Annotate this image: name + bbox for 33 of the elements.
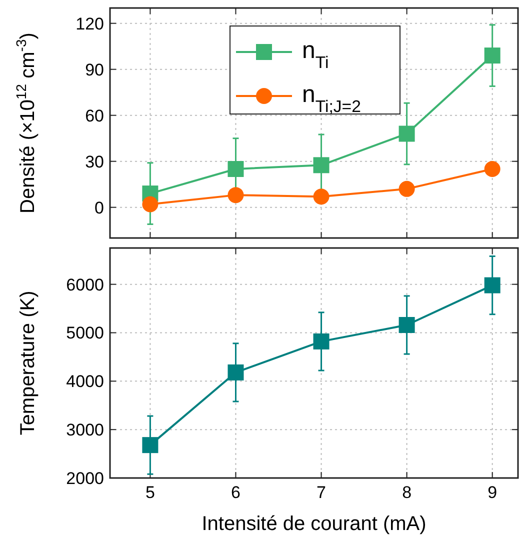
- y-tick-label: 0: [94, 198, 104, 218]
- point: [228, 161, 244, 177]
- y-tick-label: 4000: [66, 372, 104, 392]
- point: [398, 126, 415, 142]
- point: [313, 188, 330, 205]
- point: [484, 161, 500, 177]
- point: [142, 437, 158, 454]
- x-tick-label: 6: [231, 483, 240, 502]
- point: [484, 277, 500, 294]
- y-tick-label: 3000: [66, 420, 104, 440]
- point: [228, 187, 244, 204]
- point: [398, 316, 415, 333]
- legend-label: n$_{Ti;J=2}$: [302, 81, 361, 116]
- y-tick-label: 30: [85, 152, 104, 172]
- y-tick-label: 60: [85, 106, 104, 126]
- y-axis-title: Temperature (K): [17, 290, 39, 436]
- point: [142, 196, 158, 212]
- y-tick-label: 6000: [66, 275, 104, 294]
- x-tick-label: 9: [488, 483, 498, 502]
- x-tick-label: 8: [402, 483, 412, 502]
- y-tick-label: 5000: [66, 324, 104, 343]
- point: [228, 364, 244, 380]
- point: [484, 48, 500, 64]
- point: [313, 157, 330, 174]
- x-tick-label: 5: [145, 483, 155, 502]
- y-tick-label: 2000: [66, 469, 104, 488]
- y-tick-label: 90: [85, 60, 104, 80]
- point: [398, 180, 415, 197]
- x-axis-title: Intensité de courant (mA): [202, 513, 426, 535]
- point: [313, 333, 330, 350]
- legend-label: n$_{Ti}$: [302, 37, 329, 72]
- x-tick-label: 7: [316, 483, 326, 502]
- y-tick-label: 120: [76, 14, 104, 34]
